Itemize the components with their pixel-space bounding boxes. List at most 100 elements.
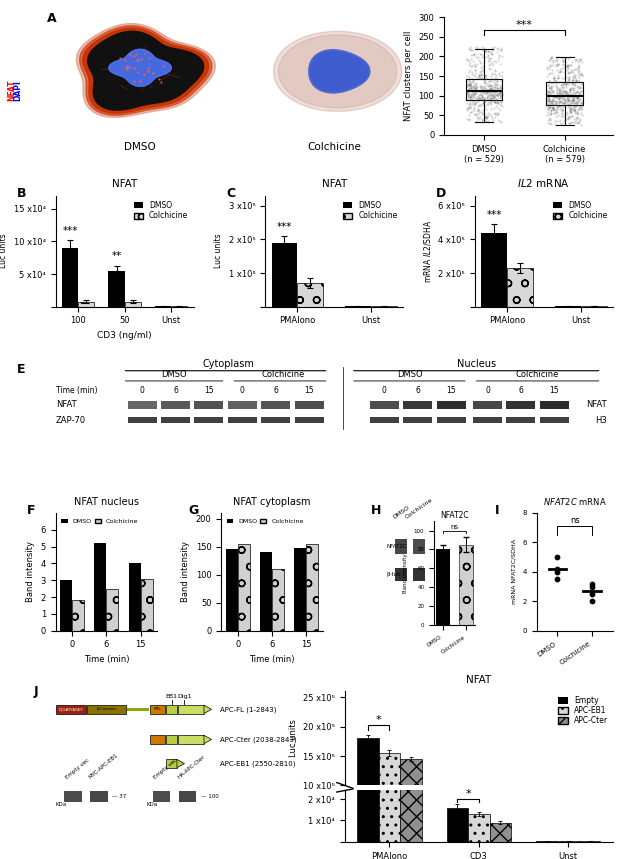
Text: APC-EB1 (2550-2810): APC-EB1 (2550-2810) [220, 760, 296, 767]
Point [490, 67, 500, 81]
Point [549, 88, 559, 101]
Point [560, 113, 570, 127]
Bar [90, 791, 108, 802]
Point [492, 78, 502, 92]
Point [550, 94, 560, 107]
Point [548, 53, 558, 67]
Point [487, 47, 496, 61]
Point [550, 88, 560, 102]
Text: 0: 0 [382, 386, 387, 395]
Point [573, 86, 582, 100]
Point [486, 74, 496, 88]
Point [545, 93, 555, 107]
Point [494, 48, 504, 62]
Point [476, 81, 486, 94]
Point [573, 69, 583, 82]
Point [486, 51, 496, 64]
Point [552, 58, 561, 72]
Point [546, 107, 556, 121]
Point [473, 92, 483, 106]
Point [567, 90, 577, 104]
Point [555, 83, 565, 97]
Point [493, 113, 503, 127]
Point [462, 53, 472, 67]
Point [567, 95, 577, 109]
Point [490, 94, 500, 108]
Point [472, 58, 482, 71]
Point [571, 85, 581, 99]
Y-axis label: Band intensity: Band intensity [181, 541, 190, 602]
Point [545, 86, 555, 100]
Point [483, 79, 493, 93]
Point [554, 91, 564, 105]
Text: *: * [376, 715, 381, 725]
Point [557, 52, 567, 65]
Point [467, 82, 477, 96]
Point [465, 98, 475, 112]
Point [566, 88, 576, 101]
Bar [150, 705, 165, 714]
Bar [261, 400, 290, 409]
Point [480, 114, 490, 128]
Point [555, 95, 565, 109]
Point [486, 72, 496, 86]
Point [492, 74, 502, 88]
Bar [128, 417, 157, 423]
Point [575, 67, 585, 81]
Point [560, 51, 569, 64]
Point [483, 44, 493, 58]
Point [465, 88, 475, 101]
Point [554, 96, 564, 110]
Point [568, 64, 578, 78]
Point [480, 99, 490, 113]
Point [466, 105, 476, 119]
Point [544, 101, 554, 114]
Point [552, 59, 562, 73]
Point [491, 85, 501, 99]
Point [485, 62, 495, 76]
Bar [490, 823, 511, 842]
Point [470, 79, 480, 93]
Point [555, 65, 565, 79]
Point [562, 91, 572, 105]
Point [562, 88, 572, 101]
Point [477, 115, 487, 129]
Point [572, 91, 582, 105]
Bar [506, 417, 535, 423]
Point [565, 106, 574, 119]
Point [487, 72, 497, 86]
Point [569, 81, 579, 94]
Point [569, 82, 579, 96]
Point [547, 51, 556, 64]
Point [551, 97, 561, 111]
Point [475, 65, 485, 79]
Point [566, 82, 576, 95]
Point [497, 74, 507, 88]
Point [573, 90, 583, 104]
Point [484, 86, 494, 100]
Point [545, 87, 555, 101]
Point [568, 70, 578, 84]
Point [465, 74, 475, 88]
Point [559, 91, 569, 105]
Point [486, 91, 496, 105]
Point [468, 85, 478, 99]
Point [547, 84, 556, 98]
Point [554, 89, 564, 103]
Point [493, 53, 503, 67]
Point [565, 82, 575, 96]
Point [573, 116, 583, 130]
Point [496, 80, 506, 94]
Point [470, 97, 480, 111]
Point [495, 78, 504, 92]
Point [556, 64, 566, 77]
Text: Colchicine: Colchicine [261, 370, 305, 379]
Point [561, 76, 571, 89]
Point [463, 86, 473, 100]
Point [480, 94, 490, 107]
Point [576, 88, 586, 102]
Point [482, 83, 492, 97]
Bar [161, 417, 190, 423]
Point [466, 80, 476, 94]
Point [567, 77, 577, 91]
